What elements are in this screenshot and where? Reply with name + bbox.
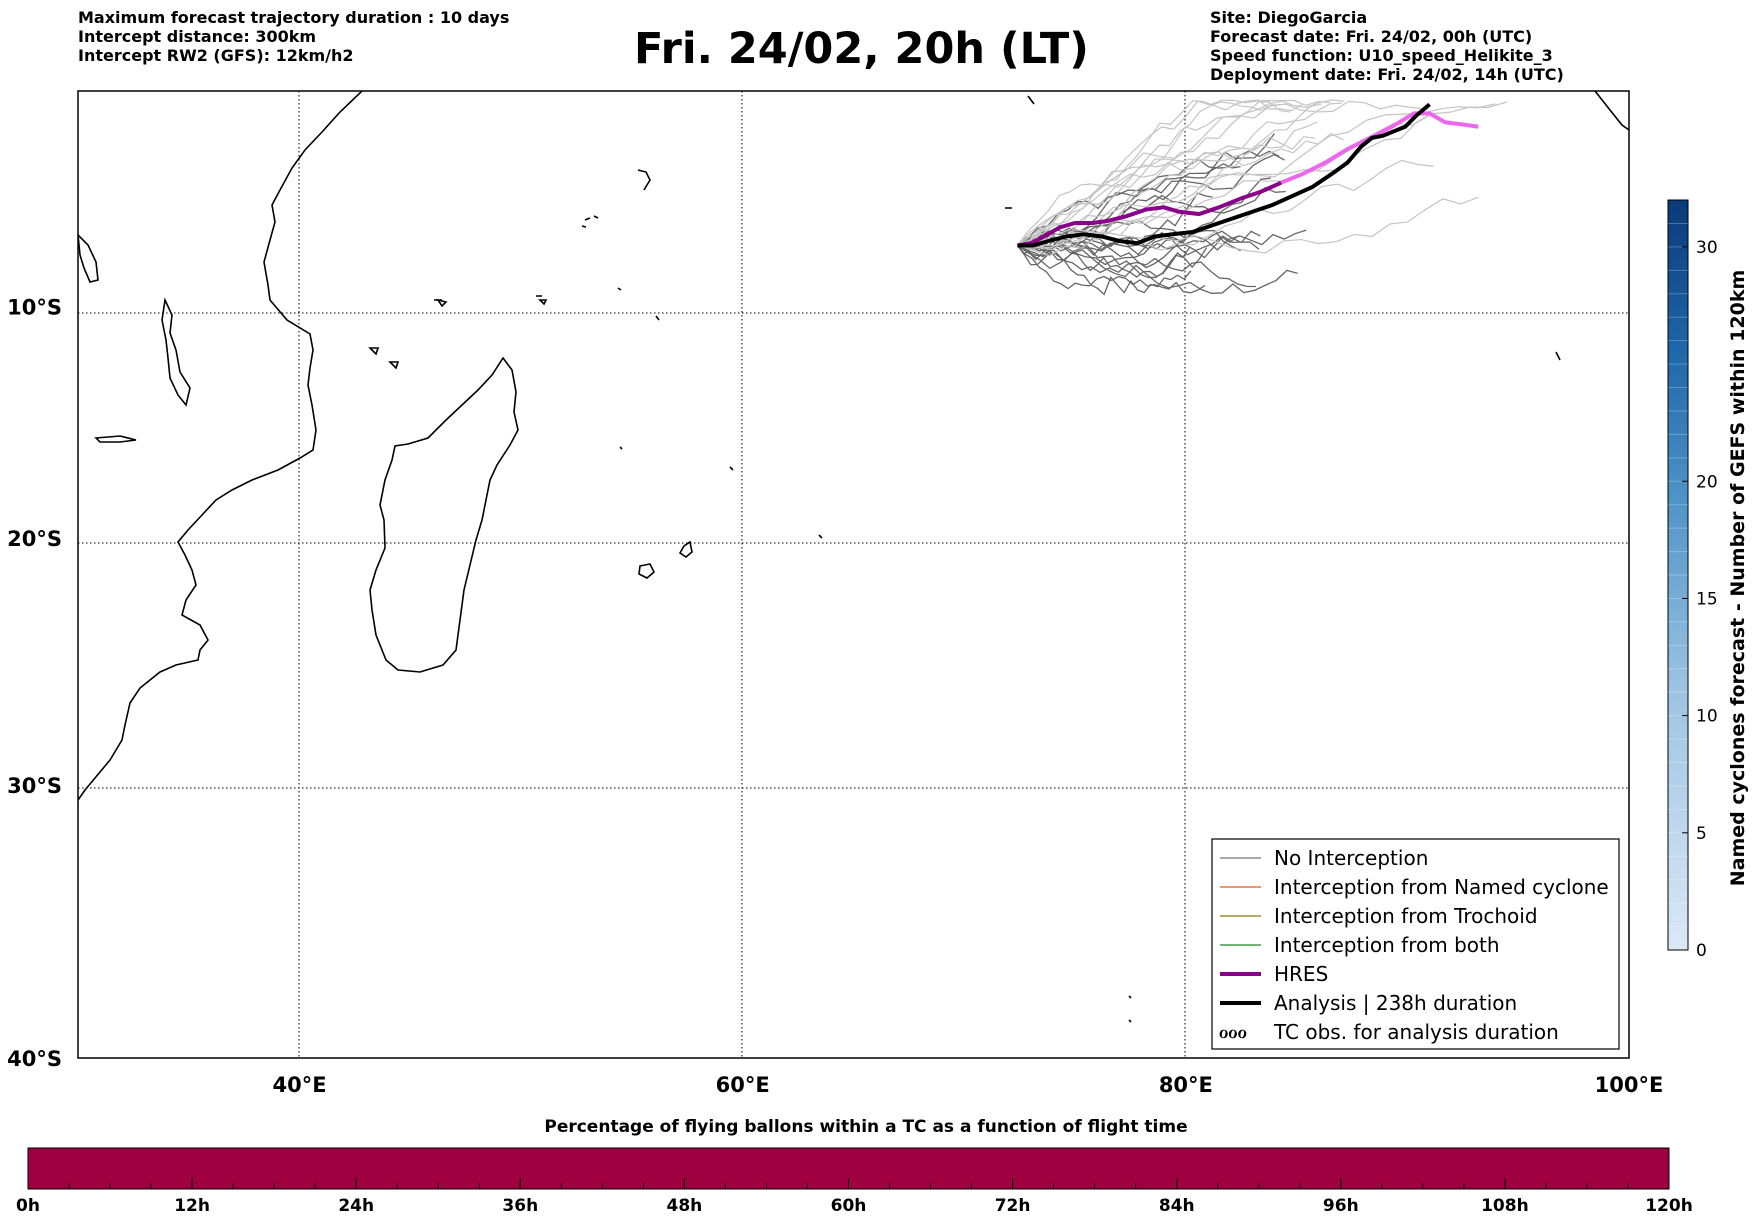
comoros-islands (368, 298, 548, 370)
small-islands (434, 91, 1629, 1023)
legend-swatch: ℴℴℴ (1219, 1019, 1247, 1043)
site-text: Site: DiegoGarcia (1210, 8, 1368, 27)
ensemble-member-track (1017, 220, 1307, 251)
forecast-date-text: Forecast date: Fri. 24/02, 00h (UTC) (1210, 27, 1533, 46)
colorbar-bottom-tick-label: 0h (16, 1196, 40, 1216)
colorbar-bottom-tick-label: 96h (1323, 1196, 1359, 1216)
lat-label: 30°S (7, 774, 62, 798)
map-frame (77, 90, 1630, 1059)
ensemble-member-track (1017, 103, 1322, 251)
legend-box (1211, 838, 1620, 1050)
ensemble-member-track (1016, 245, 1206, 294)
header-left-info: Maximum forecast trajectory duration : 1… (78, 8, 509, 65)
analysis-track (1017, 102, 1431, 248)
ensemble-member-track (1017, 159, 1434, 257)
ensemble-member-track (1017, 244, 1298, 294)
deployment-date-text: Deployment date: Fri. 24/02, 14h (UTC) (1210, 65, 1564, 84)
colorbar-right: 0 5 10 15 20 30 Named cyclones forecast - Num… (1667, 199, 1749, 961)
ensemble-member-track (1017, 136, 1316, 249)
ensemble-member-track (1017, 230, 1261, 262)
colorbar-bottom-tick-label: 72h (995, 1196, 1031, 1216)
hres-track-late (1280, 111, 1479, 185)
colorbar-bottom-tick-label: 120h (1645, 1196, 1693, 1216)
hres-track (1017, 180, 1282, 248)
ensemble-member-track (1017, 231, 1239, 256)
colorbar-bottom-tick-label: 84h (1159, 1196, 1195, 1216)
longitude-labels: 40°E 60°E 80°E 100°E (273, 1073, 1664, 1097)
colorbar-tick-label: 0 (1696, 941, 1707, 961)
legend-label: Interception from both (1274, 933, 1500, 957)
ensemble-member-track (1017, 99, 1303, 249)
colorbar-bottom-tick-label: 12h (174, 1196, 210, 1216)
colorbar-bottom-title: Percentage of flying ballons within a TC… (544, 1117, 1187, 1137)
latitude-labels: 10°S 20°S 30°S 40°S (7, 295, 62, 1071)
ensemble-member-track (1017, 102, 1343, 247)
colorbar-tick-label: 5 (1696, 824, 1707, 844)
lat-label: 40°S (7, 1047, 62, 1071)
madagascar-coastline (369, 356, 519, 673)
colorbar-bottom-tick-label: 60h (831, 1196, 867, 1216)
colorbar-bottom-tick-label: 36h (502, 1196, 538, 1216)
legend: No Interception Interception from Named c… (1211, 838, 1620, 1050)
lon-label: 100°E (1595, 1073, 1664, 1097)
lat-label: 20°S (7, 527, 62, 551)
main-tracks (1017, 102, 1479, 248)
ensemble-member-track (1016, 245, 1192, 296)
ensemble-member-track (1017, 101, 1282, 247)
colorbar-tick-label: 15 (1696, 589, 1718, 609)
lon-label: 80°E (1159, 1073, 1213, 1097)
colorbar-bottom-tick-label: 48h (667, 1196, 703, 1216)
colorbar-bottom-bar (27, 1147, 1670, 1190)
coastlines (78, 91, 1629, 1023)
ensemble-member-track (1017, 241, 1208, 279)
lake-outline-2 (78, 233, 99, 283)
legend-label: No Interception (1274, 846, 1428, 870)
ensemble-member-track (1017, 132, 1344, 246)
lon-label: 40°E (273, 1073, 327, 1097)
lake-outline (161, 297, 191, 407)
reunion-mauritius (638, 540, 693, 579)
colorbar-tick-label: 20 (1696, 472, 1718, 492)
africa-coastline (78, 91, 363, 801)
ensemble-member-track (1017, 244, 1257, 288)
legend-label: Interception from Trochoid (1274, 904, 1538, 928)
colorbar-right-bar (1667, 199, 1689, 951)
lake-outline-3 (94, 435, 137, 443)
legend-label: Interception from Named cyclone (1274, 875, 1609, 899)
colorbar-bottom-tick-label: 24h (338, 1196, 374, 1216)
intercept-distance-text: Intercept distance: 300km (78, 27, 317, 46)
ensemble-member-track (1017, 99, 1345, 246)
legend-label: Analysis | 238h duration (1274, 991, 1517, 1015)
colorbar-tick-label: 10 (1696, 707, 1718, 727)
legend-label: TC obs. for analysis duration (1273, 1020, 1559, 1044)
lon-label: 60°E (716, 1073, 770, 1097)
page-title: Fri. 24/02, 20h (LT) (634, 24, 1089, 74)
legend-label: HRES (1274, 962, 1328, 986)
speed-function-text: Speed function: U10_speed_Helikite_3 (1210, 46, 1553, 65)
colorbar-tick-label: 30 (1696, 238, 1718, 258)
colorbar-right-title: Named cyclones forecast - Number of GEFS… (1727, 270, 1749, 887)
header-right-info: Site: DiegoGarcia Forecast date: Fri. 24… (1210, 8, 1564, 84)
lat-label: 10°S (7, 295, 62, 319)
colorbar-bottom: Percentage of flying ballons within a TC… (16, 1117, 1693, 1216)
seychelles-dots (581, 215, 823, 539)
max-duration-text: Maximum forecast trajectory duration : 1… (78, 8, 510, 27)
colorbar-bottom-tick-label: 108h (1481, 1196, 1529, 1216)
colorbar-bottom-ticks: 0h 12h 24h 36h 48h 60h 72h 84h 96h 108h 120h (16, 1178, 1693, 1216)
colorbar-right-ticks: 0 5 10 15 20 30 (1682, 238, 1718, 961)
intercept-rw2-text: Intercept RW2 (GFS): 12km/h2 (78, 46, 354, 65)
